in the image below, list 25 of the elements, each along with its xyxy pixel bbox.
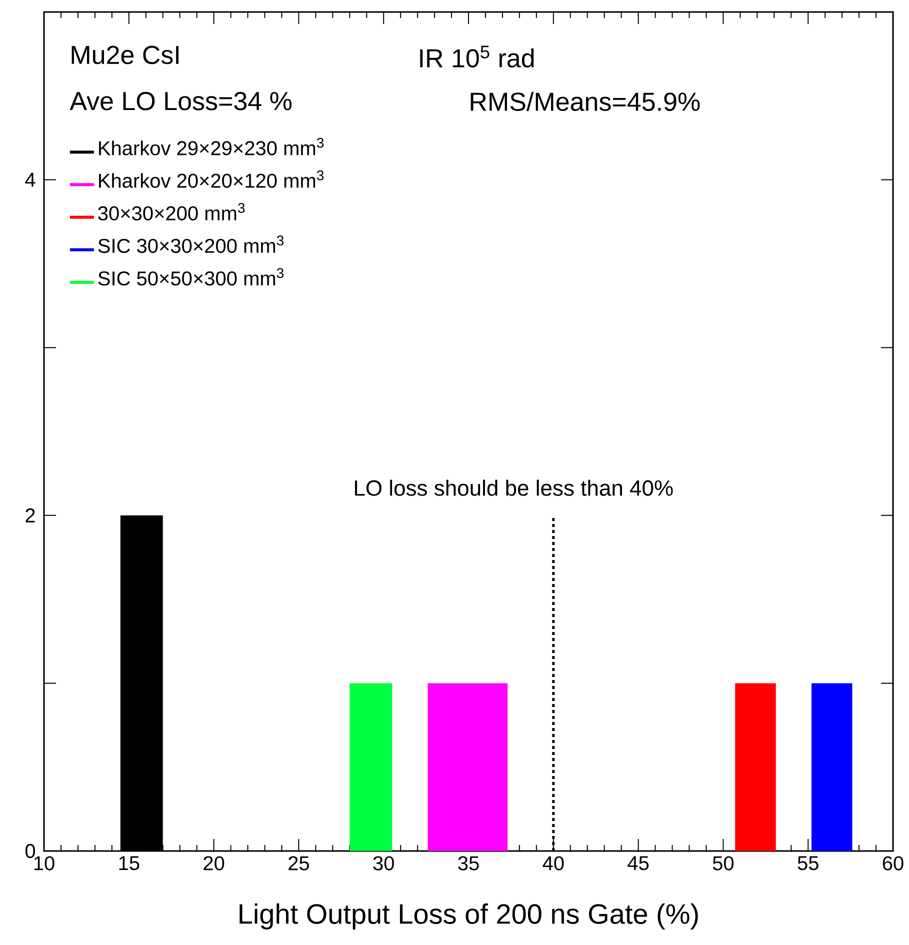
x-tick-label: 60 [882,856,904,870]
x-tick-label: 40 [542,856,564,870]
x-tick-label: 45 [628,856,649,870]
x-axis-title: Light Output Loss of 200 ns Gate (%) [240,903,698,930]
x-tick-label: 55 [798,856,818,870]
legend-label: SIC 50×50×300 mm$^{3}$ [98,268,284,286]
x-tick-label: 50 [712,856,734,870]
x-tick-label: 20 [204,856,224,870]
x-tick-label: 35 [458,856,479,870]
x-tick-label: 15 [119,856,140,870]
x-tick-label: 10 [34,856,54,870]
x-tick-label: 25 [288,856,309,870]
x-tick-label: 30 [373,856,394,870]
annotation: RMS/Means=45.9% [470,92,700,111]
annotation: Mu2e CsI [72,46,178,64]
legend-label: 30×30×200 mm$^{3}$ [98,202,245,220]
annotation: Ave LO Loss=34 % [70,92,292,110]
legend-label: Kharkov 20×20×120 mm$^{3}$ [98,170,324,188]
y-tick-label: 4 [25,172,36,187]
legend-label: Kharkov 29×29×230 mm$^{3}$ [98,138,324,156]
y-tick-label: 0 [25,844,35,858]
legend-label: SIC 30×30×200 mm$^{3}$ [98,236,284,253]
y-tick-label: 2 [26,508,35,522]
ref-line-label: LO loss should be less than 40% [354,480,673,496]
annotation: IR 10$^{5}$ rad [420,46,534,68]
